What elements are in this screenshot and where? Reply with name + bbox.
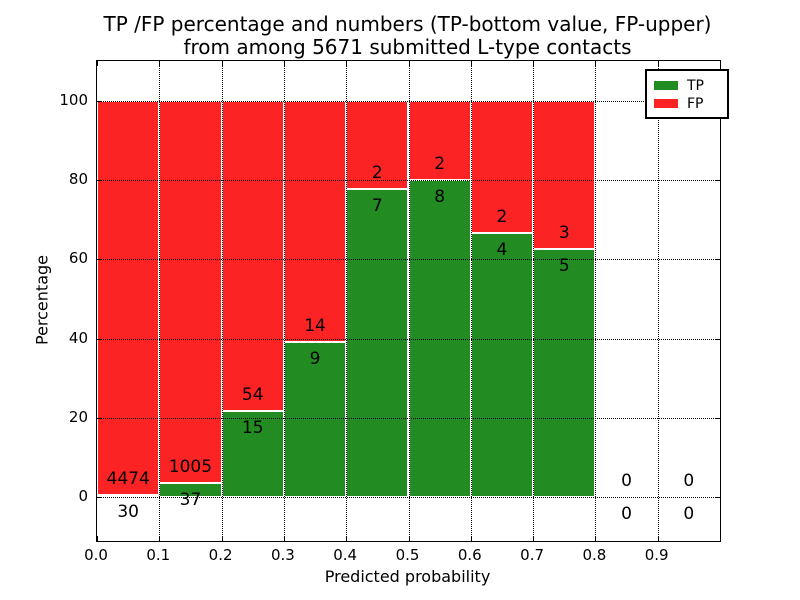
x-tick-label: 0.7 bbox=[520, 546, 545, 564]
vertical-gridline bbox=[533, 61, 535, 541]
x-tick-mark-top bbox=[97, 61, 98, 66]
x-tick-mark-top bbox=[657, 61, 659, 66]
y-tick-mark bbox=[97, 418, 102, 420]
vertical-gridline bbox=[346, 61, 348, 541]
vertical-gridline bbox=[595, 61, 597, 541]
y-tick-label: 100 bbox=[59, 90, 88, 109]
x-tick-mark-top bbox=[408, 61, 410, 66]
x-tick-label: 0.8 bbox=[582, 546, 607, 564]
tp-count-label: 5 bbox=[558, 256, 570, 277]
x-tick-mark bbox=[595, 536, 597, 541]
y-tick-mark-right bbox=[715, 418, 720, 420]
fp-count-label: 0 bbox=[683, 471, 695, 492]
y-tick-label: 0 bbox=[78, 487, 88, 506]
plot-area: TP FP 4474 30 1005 37 54 15 14 9 2 7 2 8 2 4 3 5 0 0 0 0 bbox=[96, 60, 729, 542]
fp-color-swatch bbox=[654, 99, 678, 108]
x-tick-label: 0.5 bbox=[395, 546, 420, 564]
x-axis-label: Predicted probability bbox=[324, 567, 491, 586]
tp-count-label: 0 bbox=[621, 504, 632, 525]
fp-count-label: 2 bbox=[496, 206, 508, 227]
x-tick-mark-top bbox=[533, 61, 535, 66]
y-tick-mark-right bbox=[715, 259, 720, 261]
fp-count-label: 54 bbox=[241, 385, 264, 406]
tp-count-label: 0 bbox=[683, 504, 695, 525]
x-tick-label: 0.0 bbox=[84, 546, 108, 564]
vertical-gridline bbox=[159, 61, 161, 541]
bar-segment-tp bbox=[470, 232, 534, 498]
fp-count-label: 4474 bbox=[106, 468, 150, 489]
tp-count-label: 15 bbox=[241, 418, 264, 439]
x-tick-mark-top bbox=[283, 61, 285, 66]
tp-color-swatch bbox=[654, 81, 678, 90]
chart-title-line2: from among 5671 submitted L-type contact… bbox=[183, 35, 632, 59]
bar-segment-tp bbox=[283, 342, 347, 498]
x-tick-mark bbox=[408, 536, 410, 541]
x-tick-mark bbox=[97, 536, 98, 541]
x-tick-mark bbox=[159, 536, 161, 541]
x-tick-mark-top bbox=[221, 61, 223, 66]
vertical-gridline bbox=[470, 61, 472, 541]
x-tick-mark-top bbox=[346, 61, 348, 66]
vertical-gridline bbox=[657, 61, 659, 541]
bar-segment-fp bbox=[97, 100, 160, 495]
vertical-gridline bbox=[408, 61, 410, 541]
vertical-gridline bbox=[283, 61, 285, 541]
y-tick-label: 20 bbox=[68, 408, 88, 427]
legend-label-fp: FP bbox=[687, 95, 704, 112]
x-tick-label: 0.4 bbox=[333, 546, 358, 564]
legend-label-tp: TP bbox=[687, 77, 704, 94]
x-tick-mark bbox=[470, 536, 472, 541]
x-tick-mark bbox=[283, 536, 285, 541]
x-tick-mark-top bbox=[595, 61, 597, 66]
y-tick-mark bbox=[97, 180, 102, 181]
y-tick-mark bbox=[97, 338, 102, 340]
fp-count-label: 14 bbox=[304, 316, 326, 337]
tp-count-label: 37 bbox=[179, 490, 202, 511]
bar-segment-fp bbox=[221, 100, 284, 412]
fp-count-label: 3 bbox=[558, 223, 570, 244]
chart-title: TP /FP percentage and numbers (TP-bottom… bbox=[96, 13, 719, 59]
tp-count-label: 4 bbox=[496, 239, 508, 260]
tp-count-label: 30 bbox=[117, 501, 139, 522]
y-tick-mark bbox=[97, 259, 102, 261]
fp-count-label: 2 bbox=[371, 162, 383, 183]
y-tick-label: 40 bbox=[68, 328, 88, 347]
x-tick-label: 0.3 bbox=[270, 546, 295, 564]
fp-count-label: 0 bbox=[621, 471, 632, 492]
bar-segment-tp bbox=[221, 411, 284, 498]
fp-count-label: 2 bbox=[434, 154, 446, 174]
x-tick-mark bbox=[221, 536, 223, 541]
legend-row-tp: TP bbox=[654, 77, 720, 94]
x-tick-mark bbox=[657, 536, 659, 541]
y-tick-mark-right bbox=[715, 497, 720, 499]
tp-count-label: 7 bbox=[371, 195, 383, 216]
y-tick-mark-right bbox=[715, 180, 720, 181]
bar-segment-fp bbox=[283, 100, 347, 343]
fp-count-label: 1005 bbox=[168, 457, 213, 478]
y-tick-mark-right bbox=[715, 338, 720, 340]
x-tick-mark bbox=[533, 536, 535, 541]
chart-title-line1: TP /FP percentage and numbers (TP-bottom… bbox=[103, 12, 712, 36]
x-tick-label: 0.1 bbox=[146, 546, 171, 564]
y-tick-mark bbox=[97, 497, 102, 499]
tp-count-label: 8 bbox=[434, 187, 446, 207]
x-tick-label: 0.2 bbox=[208, 546, 233, 564]
bar-segment-tp bbox=[346, 188, 409, 498]
y-tick-label: 80 bbox=[68, 170, 88, 188]
vertical-gridline bbox=[221, 61, 223, 541]
bar-segment-tp bbox=[97, 494, 160, 498]
legend-row-fp: FP bbox=[654, 95, 720, 112]
y-tick-mark bbox=[97, 100, 102, 102]
bar-segment-fp bbox=[159, 100, 222, 484]
tp-count-label: 9 bbox=[309, 349, 321, 370]
x-tick-label: 0.6 bbox=[457, 546, 482, 564]
x-tick-label: 0.9 bbox=[644, 546, 669, 564]
y-tick-label: 60 bbox=[68, 249, 88, 268]
legend: TP FP bbox=[645, 69, 729, 119]
x-tick-mark-top bbox=[470, 61, 472, 66]
x-tick-mark-top bbox=[159, 61, 161, 66]
x-tick-mark bbox=[346, 536, 348, 541]
bar-segment-tp bbox=[533, 249, 596, 498]
